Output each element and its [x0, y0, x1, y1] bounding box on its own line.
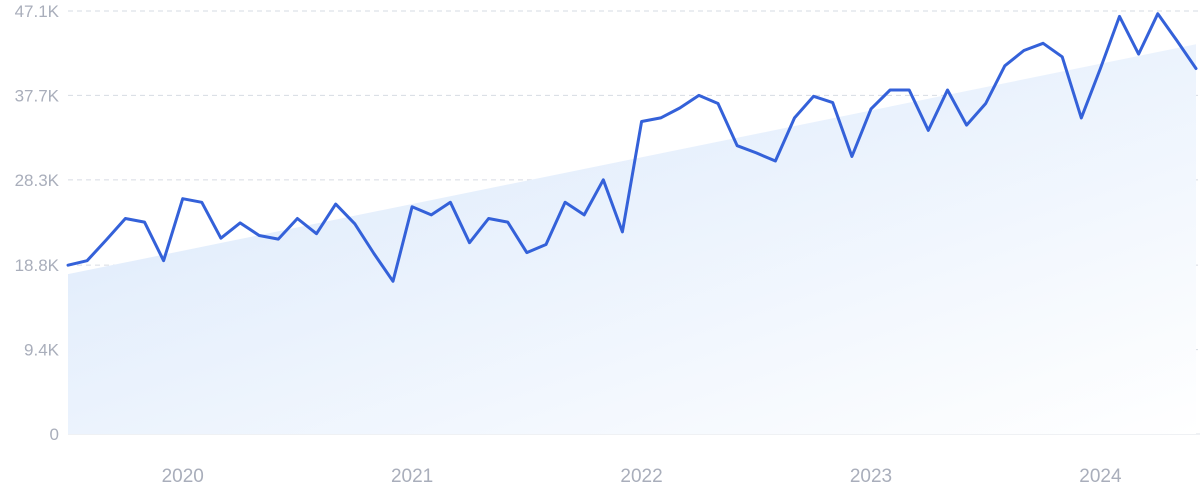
y-tick-label: 37.7K — [15, 86, 60, 105]
x-tick-label: 2024 — [1079, 466, 1122, 487]
y-tick-label: 18.8K — [15, 256, 60, 275]
y-tick-label: 9.4K — [24, 341, 60, 360]
x-tick-label: 2021 — [391, 466, 433, 487]
y-tick-label: 28.3K — [15, 171, 60, 190]
trend-area — [68, 44, 1196, 434]
x-axis-ticks: 2020 2021 2022 2023 2024 — [162, 466, 1122, 487]
x-tick-label: 2023 — [850, 466, 892, 487]
x-tick-label: 2020 — [162, 466, 204, 487]
series-line — [66, 12, 1198, 283]
y-axis-ticks: 0 9.4K 18.8K 28.3K 37.7K 47.1K — [15, 2, 60, 444]
y-tick-label: 0 — [50, 425, 59, 444]
series-line-layer — [66, 12, 1198, 283]
x-tick-label: 2022 — [620, 466, 662, 487]
trend-area-layer — [68, 44, 1196, 434]
y-tick-label: 47.1K — [15, 2, 60, 21]
